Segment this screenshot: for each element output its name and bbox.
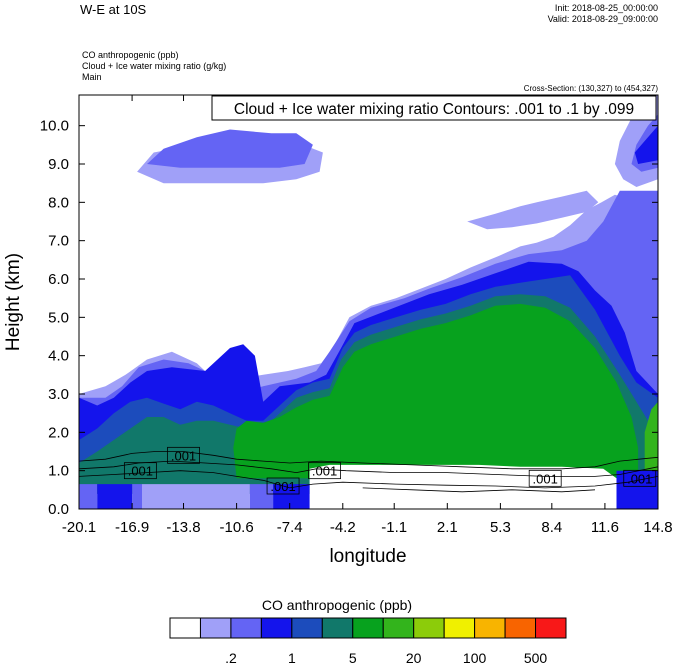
contour-label: .001 <box>171 448 196 463</box>
co-region-level-6 <box>233 303 639 479</box>
co-region-level-1 <box>142 484 250 509</box>
colorbar-label: .2 <box>225 650 237 666</box>
x-tick-label: 11.6 <box>591 519 619 536</box>
x-tick-label: -10.6 <box>220 519 254 536</box>
y-axis-label: Height (km) <box>3 253 24 351</box>
colorbar-label: 20 <box>405 650 422 666</box>
x-axis-label: longitude <box>329 546 406 567</box>
x-tick-label: 2.1 <box>437 519 458 536</box>
field-info: CO anthropogenic (ppb) Cloud + Ice water… <box>82 50 226 83</box>
x-tick-label: -1.1 <box>381 519 407 536</box>
colorbar-label: 500 <box>523 650 548 666</box>
contour-label-box <box>266 477 300 495</box>
cloud-contour-line <box>79 470 658 489</box>
colorbar-swatch <box>321 617 354 639</box>
init-time: Init: 2018-08-25_00:00:00 <box>554 3 658 13</box>
x-tick-label: 5.3 <box>490 519 511 536</box>
colorbar-swatch <box>443 617 476 639</box>
valid-time: Valid: 2018-08-29_09:00:00 <box>547 14 658 24</box>
cloud-contour-line <box>79 460 658 477</box>
contour-label: .001 <box>270 479 295 494</box>
plot-title: W-E at 10S <box>80 2 147 17</box>
y-tick-label: 8.0 <box>48 194 69 211</box>
y-tick-label: 6.0 <box>48 271 69 288</box>
contour-info-box: Cloud + Ice water mixing ratio Contours:… <box>211 95 657 121</box>
filled-contours <box>79 95 658 509</box>
y-tick-label: 4.0 <box>48 348 69 365</box>
co-region-level-3 <box>616 470 658 509</box>
y-tick-label: 7.0 <box>48 233 69 250</box>
colorbar-swatch <box>169 617 201 639</box>
cloud-contours: .001 .001 .001 .001 .001 .001 <box>79 446 658 495</box>
y-tick-label: 9.0 <box>48 156 69 173</box>
x-tick-label: -13.8 <box>166 519 200 536</box>
contour-label-box <box>623 469 657 487</box>
co-region-level-3 <box>97 484 133 509</box>
x-tick-label: -20.1 <box>62 519 96 536</box>
colorbar-label: 1 <box>287 650 296 666</box>
y-tick-label: 3.0 <box>48 386 69 403</box>
contour-label: .001 <box>128 464 153 479</box>
colorbar-label: 5 <box>348 650 357 666</box>
contour-label-box <box>528 469 562 487</box>
plot-frame <box>78 94 659 510</box>
co-region-level-2 <box>147 129 313 168</box>
cloud-contour-line <box>362 487 596 493</box>
x-tick-label: -16.9 <box>115 519 149 536</box>
cloud-contour-line <box>79 451 658 470</box>
field-co: CO anthropogenic (ppb) <box>82 50 179 60</box>
x-tick-label: -7.4 <box>277 519 303 536</box>
y-tick-label: 2.0 <box>48 424 69 441</box>
colorbar-swatch <box>382 617 415 639</box>
cross-section-label: Cross-Section: (130,327) to (454,327) <box>523 84 658 93</box>
y-tick-label: 5.0 <box>48 309 69 326</box>
contour-label-box <box>308 462 341 480</box>
colorbar-swatch <box>199 617 232 639</box>
colorbar-swatch <box>413 617 445 639</box>
co-region-level-1 <box>467 190 599 230</box>
x-tick-label: -4.2 <box>330 519 356 536</box>
colorbar-swatch <box>291 617 323 639</box>
colorbar-swatch <box>352 617 384 639</box>
x-tick-label: 8.4 <box>541 519 562 536</box>
y-tick-label: 0.0 <box>48 501 69 518</box>
co-region-level-2 <box>132 484 142 509</box>
axes: -20.1 -16.9 -13.8 -10.6 -7.4 -4.2 -1.1 2.1 5.3 8.… <box>40 95 673 536</box>
co-region-level-2 <box>79 484 98 509</box>
colorbar-swatch <box>230 617 262 639</box>
field-cloud: Cloud + Ice water mixing ratio (g/kg) <box>82 61 227 71</box>
y-tick-label: 10.0 <box>40 118 69 135</box>
colorbar-title: CO anthropogenic (ppb) <box>261 597 413 613</box>
contour-label-box <box>123 462 157 480</box>
colorbar-swatch <box>260 617 293 639</box>
colorbar-swatch <box>504 617 537 639</box>
contour-info-frame <box>211 95 657 121</box>
contour-label: .001 <box>312 464 337 479</box>
field-main: Main <box>82 72 102 82</box>
y-tick-label: 1.0 <box>48 463 69 480</box>
contour-label: .001 <box>533 471 558 486</box>
colorbar-swatch <box>474 617 506 639</box>
x-tick-label: 14.8 <box>643 519 672 536</box>
time-info: Init: 2018-08-25_00:00:00 Valid: 2018-08… <box>548 3 658 25</box>
colorbar <box>169 617 567 639</box>
co-region-level-7 <box>644 401 658 471</box>
contour-label-box <box>167 446 200 464</box>
colorbar-swatch <box>535 617 567 639</box>
contour-label: .001 <box>627 471 652 486</box>
contour-info-text: Cloud + Ice water mixing ratio Contours:… <box>234 101 634 118</box>
colorbar-label: 100 <box>462 650 487 666</box>
co-region-level-3 <box>273 484 310 509</box>
